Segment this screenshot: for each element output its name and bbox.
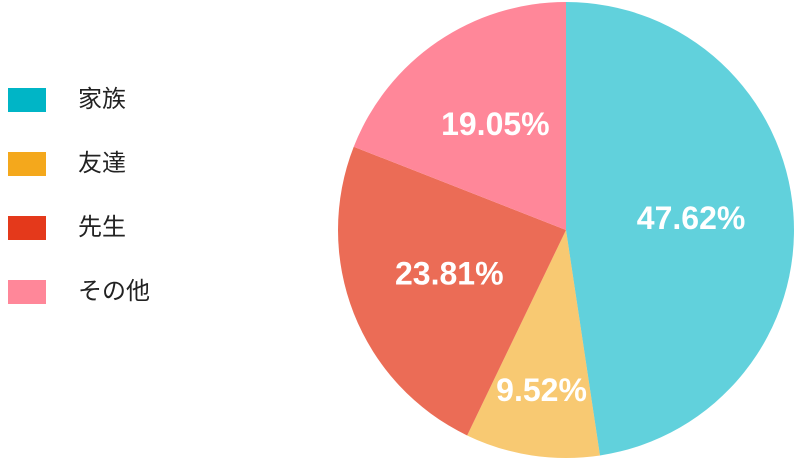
slice-label: 19.05% xyxy=(441,106,550,142)
legend-swatch xyxy=(8,152,46,176)
pie-slice xyxy=(353,2,566,230)
pie-slice xyxy=(566,2,794,456)
legend-swatch xyxy=(8,216,46,240)
pie-slice xyxy=(467,230,600,458)
legend-swatch xyxy=(8,280,46,304)
legend-text: 家族 xyxy=(78,85,126,113)
legend-text: 先生 xyxy=(78,213,126,241)
pie-slice xyxy=(338,146,566,436)
legend-swatch xyxy=(8,88,46,112)
slice-label: 23.81% xyxy=(395,255,504,291)
slice-label: 9.52% xyxy=(496,372,587,408)
legend-text: 友達 xyxy=(78,149,126,177)
slice-label: 47.62% xyxy=(637,200,746,236)
legend-text: その他 xyxy=(78,277,150,305)
